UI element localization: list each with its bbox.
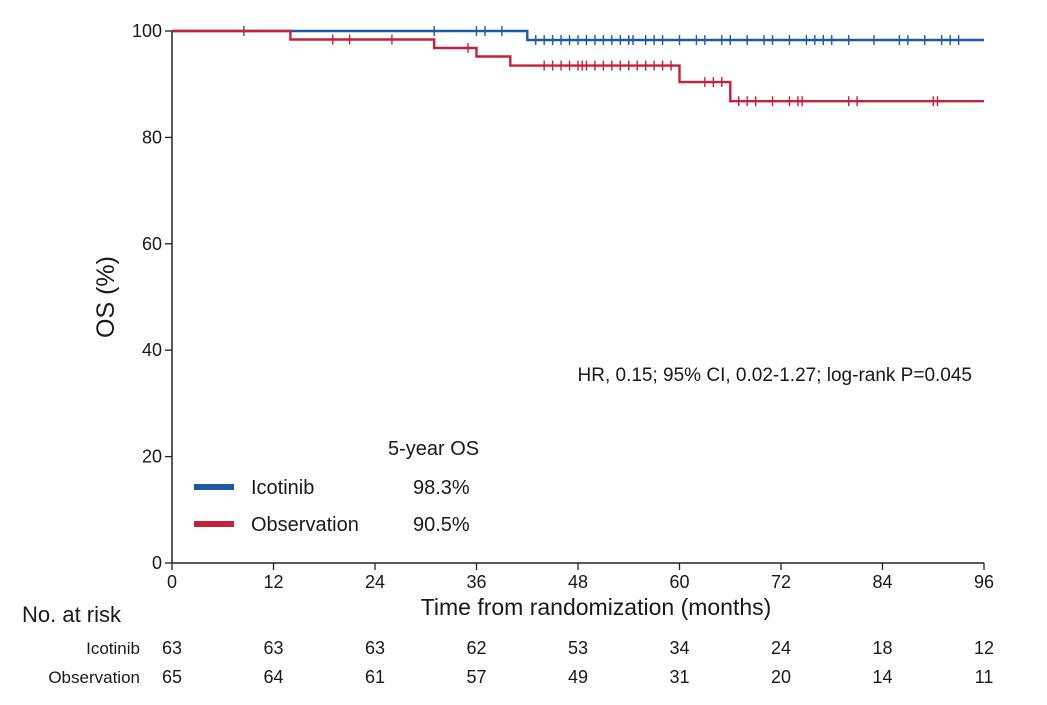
risk-cell: 65 bbox=[162, 667, 182, 687]
y-tick-label: 20 bbox=[142, 447, 162, 467]
y-axis: 0 20 40 60 80 100 bbox=[132, 21, 173, 573]
x-tick-label: 96 bbox=[974, 572, 994, 592]
risk-cell: 20 bbox=[771, 667, 791, 687]
risk-table-cells: 63 63 63 62 53 34 24 18 12 65 64 61 57 49 31 20 14 11 bbox=[162, 638, 994, 687]
x-tick-label: 72 bbox=[771, 572, 791, 592]
x-tick-label: 84 bbox=[872, 572, 892, 592]
series-icotinib bbox=[172, 26, 984, 46]
risk-cell: 34 bbox=[669, 638, 689, 658]
y-ticks: 0 20 40 60 80 100 bbox=[132, 21, 172, 573]
risk-table-title: No. at risk bbox=[22, 602, 122, 627]
risk-cell: 63 bbox=[365, 638, 385, 658]
y-tick-label: 40 bbox=[142, 340, 162, 360]
risk-cell: 63 bbox=[263, 638, 283, 658]
risk-cell: 11 bbox=[975, 667, 994, 687]
hazard-ratio-annotation: HR, 0.15; 95% CI, 0.02-1.27; log-rank P=… bbox=[578, 365, 972, 386]
risk-cell: 53 bbox=[568, 638, 588, 658]
risk-cell: 12 bbox=[974, 638, 994, 658]
y-axis-label: OS (%) bbox=[92, 256, 120, 338]
risk-cell: 62 bbox=[466, 638, 486, 658]
x-tick-label: 36 bbox=[466, 572, 486, 592]
x-ticks: 0 12 24 36 48 60 72 84 96 bbox=[167, 563, 994, 592]
risk-cell: 63 bbox=[162, 638, 182, 658]
y-tick-label: 60 bbox=[142, 234, 162, 254]
legend-title: 5-year OS bbox=[388, 438, 479, 460]
risk-cell: 49 bbox=[568, 667, 588, 687]
risk-cell: 64 bbox=[263, 667, 283, 687]
survival-curves bbox=[172, 26, 984, 107]
legend: 5-year OS Icotinib 98.3% Observation 90.… bbox=[194, 438, 479, 536]
y-tick-label: 100 bbox=[132, 21, 162, 41]
x-axis: 0 12 24 36 48 60 72 84 96 bbox=[167, 562, 994, 592]
risk-row-label-icotinib: Icotinib bbox=[86, 639, 140, 658]
risk-row-label-observation: Observation bbox=[48, 668, 140, 687]
x-tick-label: 12 bbox=[263, 572, 283, 592]
risk-cell: 24 bbox=[771, 638, 791, 658]
legend-value-icotinib: 98.3% bbox=[413, 477, 470, 499]
legend-value-observation: 90.5% bbox=[413, 514, 470, 536]
legend-label-observation: Observation bbox=[251, 514, 359, 536]
x-tick-label: 24 bbox=[365, 572, 385, 592]
x-tick-label: 0 bbox=[167, 572, 177, 592]
risk-table: No. at risk Icotinib Observation 63 63 63 6… bbox=[22, 602, 994, 687]
risk-cell: 18 bbox=[872, 638, 892, 658]
x-axis-label: Time from randomization (months) bbox=[421, 594, 772, 620]
legend-label-icotinib: Icotinib bbox=[251, 477, 314, 499]
series-observation bbox=[172, 29, 984, 107]
x-tick-label: 60 bbox=[669, 572, 689, 592]
risk-cell: 57 bbox=[466, 667, 486, 687]
x-tick-label: 48 bbox=[568, 572, 588, 592]
risk-cell: 61 bbox=[365, 667, 385, 687]
risk-cell: 31 bbox=[669, 667, 689, 687]
risk-cell: 14 bbox=[872, 667, 892, 687]
y-tick-label: 80 bbox=[142, 127, 162, 147]
survival-line-icotinib bbox=[172, 29, 984, 42]
y-tick-label: 0 bbox=[152, 553, 162, 573]
